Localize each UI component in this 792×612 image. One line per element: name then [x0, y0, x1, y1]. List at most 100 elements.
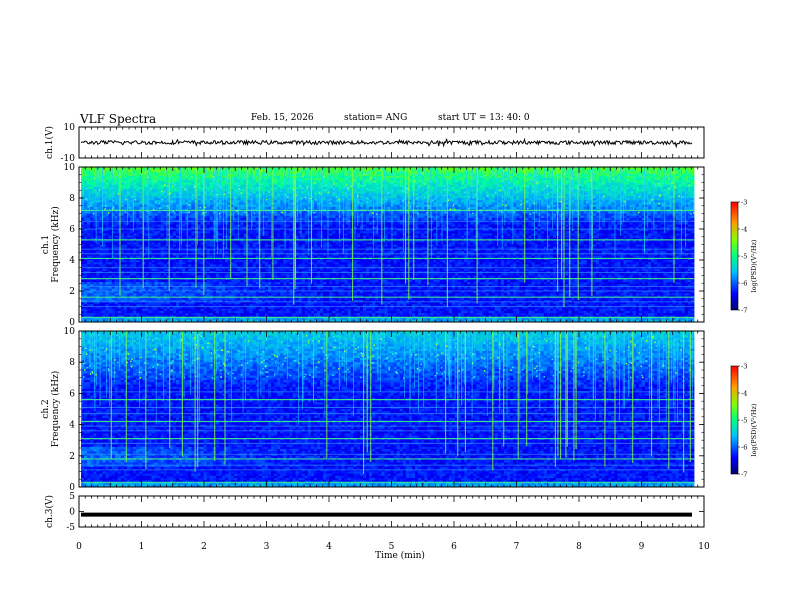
spectrogram-cell — [602, 204, 606, 208]
spectrogram-cell — [206, 169, 211, 172]
spectrogram-cell — [503, 167, 508, 170]
spectrogram-cell — [648, 184, 652, 188]
spectrogram-cell — [369, 167, 373, 170]
spectrogram-cell — [249, 193, 254, 197]
spectrogram-cell — [485, 167, 490, 170]
spectrogram-cell — [586, 198, 591, 201]
spectrogram-cell — [549, 198, 554, 201]
spectrogram-cell — [436, 193, 440, 197]
spectrogram-cell — [598, 182, 603, 186]
spectrogram-cell — [332, 184, 336, 188]
spectrogram-cell — [648, 215, 652, 219]
spectrogram-cell — [362, 169, 367, 172]
spectrogram-cell — [344, 175, 349, 179]
spectrogram-cell — [301, 182, 306, 186]
spectrogram-cell — [133, 200, 137, 203]
spectrogram-cell — [344, 169, 349, 172]
spectrogram-cell — [313, 171, 318, 175]
spectrogram-cell — [608, 200, 612, 203]
spectrogram-cell — [402, 184, 407, 188]
spectrogram-cell — [105, 186, 109, 190]
spectrogram-cell — [614, 191, 618, 194]
spectrogram-cell — [111, 175, 116, 179]
spectrogram-cell — [338, 215, 342, 219]
spectrogram-cell — [203, 184, 208, 188]
spectrogram-cell — [513, 167, 517, 170]
spectrogram-cell — [540, 182, 545, 186]
spectrogram-cell — [577, 189, 581, 192]
spectrogram-cell — [681, 173, 686, 177]
spectrogram-cell — [160, 186, 165, 190]
spectrogram-cell — [485, 173, 490, 177]
spectrogram-cell — [126, 193, 131, 197]
spectrogram-cell — [608, 193, 612, 197]
spectrogram-cell — [553, 182, 557, 186]
spectrogram-cell — [666, 186, 670, 190]
spectrogram-cell — [108, 178, 113, 181]
spectrogram-cell — [228, 175, 232, 179]
spectrogram-cell — [169, 180, 174, 183]
spectrogram-cell — [494, 195, 499, 199]
spectrogram-cell — [142, 193, 146, 197]
spectrogram-cell — [553, 191, 557, 194]
spectrogram-cell — [660, 175, 664, 179]
spectrogram-cell — [482, 184, 486, 188]
spectrogram-cell — [482, 178, 486, 181]
spectrogram-cell — [427, 182, 431, 186]
spectrogram-cell — [338, 189, 342, 192]
spectrogram-cell — [136, 180, 140, 183]
spectrogram-cell — [87, 173, 91, 177]
spectrogram-cell — [657, 200, 661, 203]
spectrogram-cell — [488, 173, 493, 177]
spectrogram-cell — [99, 180, 103, 183]
spectrogram-cell — [280, 180, 284, 183]
spectrogram-cell — [500, 215, 505, 219]
spectrogram-cell — [172, 204, 177, 208]
spectrogram-cell — [396, 178, 401, 181]
spectrogram-cell — [90, 198, 94, 201]
spectrogram-cell — [142, 180, 146, 183]
spectrogram-cell — [678, 175, 683, 179]
spectrogram-cell — [454, 175, 459, 179]
spectrogram-cell — [660, 200, 664, 203]
spectrogram-cell — [120, 186, 125, 190]
spectrogram-cell — [516, 191, 520, 194]
spectrogram-cell — [139, 204, 143, 208]
spectrogram-cell — [488, 215, 493, 219]
spectrogram-cell — [549, 184, 554, 188]
spectrogram-cell — [157, 215, 162, 219]
spectrogram-cell — [258, 189, 263, 192]
spectrogram-cell — [638, 189, 643, 192]
spectrogram-cell — [632, 178, 637, 181]
spectrogram-cell — [209, 198, 214, 201]
spectrogram-cell — [528, 200, 532, 203]
spectrogram-cell — [163, 191, 168, 194]
spectrogram-cell — [243, 189, 247, 192]
spectrogram-cell — [461, 184, 465, 188]
spectrogram-cell — [580, 173, 585, 177]
spectrogram-cell — [277, 169, 281, 172]
spectrogram-cell — [139, 198, 143, 201]
spectrogram-cell — [528, 198, 532, 201]
spectrogram-cell — [531, 167, 536, 170]
spectrogram-cell — [130, 193, 134, 197]
spectrogram-cell — [313, 195, 318, 199]
spectrogram-cell — [424, 171, 428, 175]
spectrogram-cell — [93, 171, 97, 175]
spectrogram-cell — [611, 191, 615, 194]
spectrogram-cell — [200, 182, 204, 186]
spectrogram-cell — [458, 178, 462, 181]
spectrogram-cell — [169, 193, 174, 197]
spectrogram-cell — [461, 173, 465, 177]
spectrogram-cell — [602, 186, 606, 190]
spectrogram-cell — [595, 195, 600, 199]
spectrogram-cell — [166, 182, 171, 186]
spectrogram-cell — [430, 195, 434, 199]
spectrogram-cell — [626, 195, 631, 199]
spectrogram-cell — [359, 193, 364, 197]
spectrogram-cell — [510, 182, 514, 186]
spectrogram-cell — [458, 198, 462, 201]
spectrogram-cell — [399, 189, 404, 192]
spectrogram-cell — [553, 195, 557, 199]
